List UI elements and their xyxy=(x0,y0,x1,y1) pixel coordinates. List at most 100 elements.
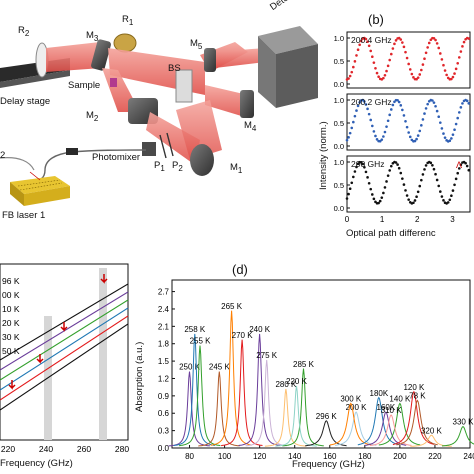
trace-point-1 xyxy=(440,127,444,130)
panel-b-xtick: 1 xyxy=(380,215,385,224)
trace-point-2 xyxy=(389,164,393,168)
panel-d-ytick: 2.7 xyxy=(158,288,170,297)
polarizer-p1[interactable] xyxy=(159,134,167,159)
panel-c-chart: 96 K 00 K 10 K 20 K 30 K 50 K 220 240 260 280 xyxy=(0,263,129,454)
trace-point-0 xyxy=(355,54,358,57)
trace-point-0 xyxy=(421,63,425,66)
trace-point-0 xyxy=(451,75,455,79)
trace-point-1 xyxy=(355,109,358,112)
trace-point-2 xyxy=(439,190,442,193)
trace-point-2 xyxy=(356,162,360,166)
peak-label-19: 78 K xyxy=(409,392,426,401)
peak-label-11: 296 K xyxy=(316,412,338,421)
panel-c-legend-0: 96 K xyxy=(2,276,20,286)
trace-point-0 xyxy=(359,39,363,43)
absorption-peak-4 xyxy=(210,310,253,446)
trace-point-2 xyxy=(402,183,406,186)
trace-point-2 xyxy=(399,171,403,175)
beam-splitter[interactable] xyxy=(175,69,193,103)
trace-point-1 xyxy=(405,125,409,129)
label-delay-stage: Delay stage xyxy=(0,96,51,107)
label-m3: M3 xyxy=(86,30,99,43)
panel-c-xtick: 280 xyxy=(115,444,129,454)
trace-point-2 xyxy=(416,190,420,194)
mirror-r1[interactable] xyxy=(113,33,137,53)
panel-c-arrow-0 xyxy=(8,380,16,390)
trace-point-2 xyxy=(345,197,349,200)
dfb-laser[interactable] xyxy=(10,176,70,206)
trace-ytick-1: 0.5 xyxy=(334,119,344,128)
trace-point-2 xyxy=(404,189,407,192)
trace-point-0 xyxy=(410,72,414,76)
peak-label-20: 320 K xyxy=(421,426,443,435)
trace-point-0 xyxy=(347,77,350,80)
trace-point-0 xyxy=(450,77,453,81)
trace-point-2 xyxy=(456,171,459,175)
trace-point-2 xyxy=(394,161,398,164)
trace-point-0 xyxy=(356,48,360,52)
panel-d-ytick: 0.6 xyxy=(158,409,170,418)
trace-point-0 xyxy=(402,45,406,49)
trace-point-1 xyxy=(396,98,399,102)
detector[interactable] xyxy=(258,26,318,108)
trace-point-2 xyxy=(355,165,358,169)
panel-c-arrow-1 xyxy=(36,354,44,364)
trace-point-0 xyxy=(416,76,420,79)
trace-point-1 xyxy=(380,138,384,141)
trace-point-0 xyxy=(437,46,441,50)
panel-c-legend-1: 00 K xyxy=(2,290,20,300)
trace-point-2 xyxy=(459,163,463,167)
trace-point-2 xyxy=(369,187,373,191)
mirror-m5[interactable] xyxy=(204,48,216,72)
trace-frame-1 xyxy=(346,93,471,151)
trace-point-2 xyxy=(420,178,423,182)
label-r2: R2 xyxy=(18,25,30,38)
trace-point-1 xyxy=(378,139,382,143)
peak-label-9: 285 K xyxy=(293,360,315,369)
trace-point-0 xyxy=(405,56,409,60)
trace-point-2 xyxy=(451,189,455,192)
trace-point-1 xyxy=(434,104,437,108)
fiber-connector xyxy=(66,148,78,155)
label-photomixer: Photomixer xyxy=(92,152,141,163)
trace-point-0 xyxy=(393,42,396,46)
trace-point-2 xyxy=(407,198,410,201)
trace-point-2 xyxy=(371,193,374,196)
trace-point-1 xyxy=(371,124,374,128)
photomixer[interactable] xyxy=(142,142,156,156)
panel-c-legend-2: 10 K xyxy=(2,304,20,314)
panel-d-ytick: 0.0 xyxy=(158,444,170,453)
trace-point-2 xyxy=(401,177,404,180)
trace-point-0 xyxy=(389,52,393,56)
polarizer-p2[interactable] xyxy=(166,132,174,157)
panel-b-letter: (b) xyxy=(368,12,384,27)
trace-point-2 xyxy=(388,169,391,172)
absorption-peak-9 xyxy=(282,368,324,447)
trace-point-2 xyxy=(361,162,365,166)
trace-point-0 xyxy=(407,62,410,66)
trace-point-1 xyxy=(382,135,385,138)
sample-holder[interactable] xyxy=(110,78,117,87)
panel-c-legend-3: 20 K xyxy=(2,318,20,328)
trace-point-0 xyxy=(388,58,391,62)
mirror-m1[interactable] xyxy=(190,144,214,176)
panel-d-chart: 0.0 0.3 0.6 0.9 1.2 1.5 1.8 2.1 2.4 2.7 80 100 120 14… xyxy=(158,279,474,461)
trace-point-2 xyxy=(454,177,458,181)
trace-point-0 xyxy=(467,37,471,40)
trace-point-0 xyxy=(435,42,439,45)
trace-point-2 xyxy=(364,170,368,174)
trace-point-0 xyxy=(461,45,464,48)
trace-ytick-0: 0.0 xyxy=(334,80,344,89)
trace-point-1 xyxy=(401,108,404,112)
panel-b-chart: 200.4 GHz 1.0 0.5 0.0 200.2 GHz 1.0 0.5 0.0 200 … xyxy=(334,31,471,224)
panel-c-arrow-3 xyxy=(100,274,108,284)
trace-point-2 xyxy=(353,170,357,173)
trace-point-2 xyxy=(372,197,376,201)
trace-point-0 xyxy=(394,39,398,42)
mirror-m4[interactable] xyxy=(240,90,254,118)
mirror-m3[interactable] xyxy=(90,39,111,72)
trace-point-1 xyxy=(366,107,369,111)
panel-c-legend-5: 50 K xyxy=(2,346,20,356)
trace-label-1: 200.2 GHz xyxy=(351,97,392,107)
trace-point-1 xyxy=(367,112,371,116)
